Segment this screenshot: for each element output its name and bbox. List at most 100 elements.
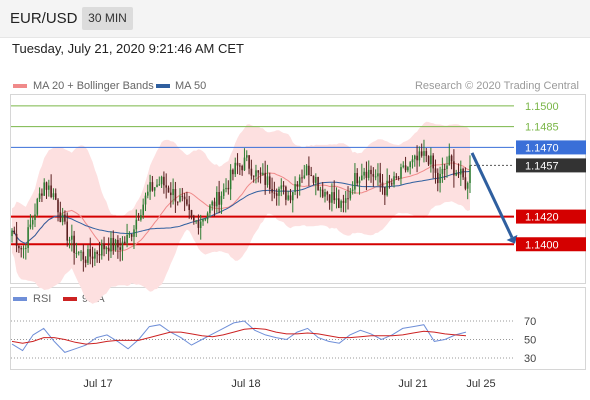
candle-body	[294, 184, 296, 192]
ma20-legend-swatch	[13, 84, 27, 88]
rsi-tick-label: 50	[524, 335, 536, 347]
candle-body	[206, 213, 209, 220]
candle-body	[57, 199, 59, 213]
candle-body	[446, 165, 448, 169]
level-tag-1.1400	[516, 237, 586, 252]
bollinger-band-area	[12, 121, 470, 304]
candle-body	[220, 195, 223, 205]
candle-body	[163, 176, 165, 186]
candle-body	[229, 169, 232, 190]
ma50-legend-label: MA 50	[175, 80, 207, 92]
candle-body	[397, 177, 400, 179]
candle-body	[340, 201, 342, 208]
candle-body	[305, 165, 308, 176]
candle-body	[20, 248, 22, 250]
candle-body	[464, 177, 467, 189]
candle-body	[225, 187, 227, 190]
candle-body	[211, 201, 213, 206]
candle-body	[144, 195, 147, 205]
candle-body	[331, 192, 333, 203]
candle-body	[388, 180, 391, 184]
candle-body	[262, 172, 264, 175]
candle-body	[186, 199, 188, 205]
level-tag-1.1470	[516, 140, 586, 155]
candle-body	[29, 224, 32, 228]
candle-body	[105, 247, 108, 250]
candle-body	[370, 169, 372, 175]
candle-body	[365, 171, 368, 178]
candle-body	[420, 151, 423, 156]
candle-body	[285, 186, 287, 200]
candle-body	[170, 192, 172, 196]
candle-body	[126, 234, 128, 243]
candle-body	[457, 173, 460, 175]
candle-body	[133, 229, 135, 237]
candle-body	[255, 170, 257, 177]
rsi-tick-label: 30	[524, 353, 536, 365]
candle-body	[89, 249, 91, 257]
rsi-ma-line	[11, 327, 467, 345]
candle-body	[269, 176, 271, 189]
candle-body	[303, 175, 306, 178]
timeframe-button[interactable]: 30 MIN	[82, 7, 133, 30]
candle-body	[310, 175, 312, 177]
candle-body	[298, 177, 301, 187]
rsi-ma-legend-swatch	[63, 297, 77, 301]
rsi-panel	[10, 287, 586, 370]
candle-body	[112, 238, 115, 250]
forecast-arrow-head	[506, 234, 518, 244]
candle-body	[156, 184, 158, 188]
candle-body	[278, 188, 280, 196]
candle-body	[344, 198, 347, 203]
candle-body	[114, 239, 117, 250]
candle-body	[450, 155, 453, 162]
candle-body	[195, 220, 197, 222]
candle-body	[80, 251, 82, 253]
x-tick-label: Jul 25	[466, 378, 495, 390]
candle-body	[27, 227, 29, 248]
candle-body	[94, 251, 96, 259]
candle-body	[236, 162, 239, 166]
candle-body	[423, 151, 425, 156]
candle-body	[75, 252, 78, 254]
candle-body	[437, 172, 439, 184]
candle-body	[466, 183, 469, 189]
candle-body	[71, 235, 73, 240]
candle-body	[197, 220, 200, 228]
candle-body	[248, 155, 250, 169]
candle-body	[326, 192, 329, 195]
candle-body	[296, 184, 299, 187]
level-label-1.1485: 1.1485	[525, 122, 559, 134]
chart-header: EUR/USD 30 MIN	[0, 0, 590, 38]
candle-body	[241, 166, 243, 171]
candle-body	[379, 173, 381, 183]
candle-body	[22, 248, 25, 250]
candle-body	[400, 167, 402, 179]
level-tag-1.1420	[516, 209, 586, 224]
candle-body	[64, 214, 66, 222]
candle-body	[404, 165, 407, 171]
candle-body	[222, 189, 225, 196]
candle-body	[190, 210, 193, 217]
candle-body	[338, 198, 340, 208]
candle-body	[252, 175, 255, 177]
candle-body	[96, 251, 98, 254]
candle-body	[264, 172, 266, 185]
candle-body	[172, 189, 174, 196]
candle-body	[36, 198, 39, 215]
candle-body	[390, 183, 393, 185]
candle-body	[395, 176, 398, 178]
candle-body	[418, 151, 421, 161]
candle-body	[174, 189, 177, 202]
candle-body	[453, 161, 455, 176]
candle-body	[427, 156, 430, 165]
candle-body	[409, 162, 411, 168]
candle-body	[167, 187, 170, 193]
candle-body	[434, 168, 437, 173]
candle-body	[82, 251, 85, 260]
candle-body	[367, 169, 370, 178]
level-label-1.1457: 1.1457	[525, 160, 559, 172]
candle-body	[280, 185, 283, 189]
candle-body	[319, 189, 322, 191]
